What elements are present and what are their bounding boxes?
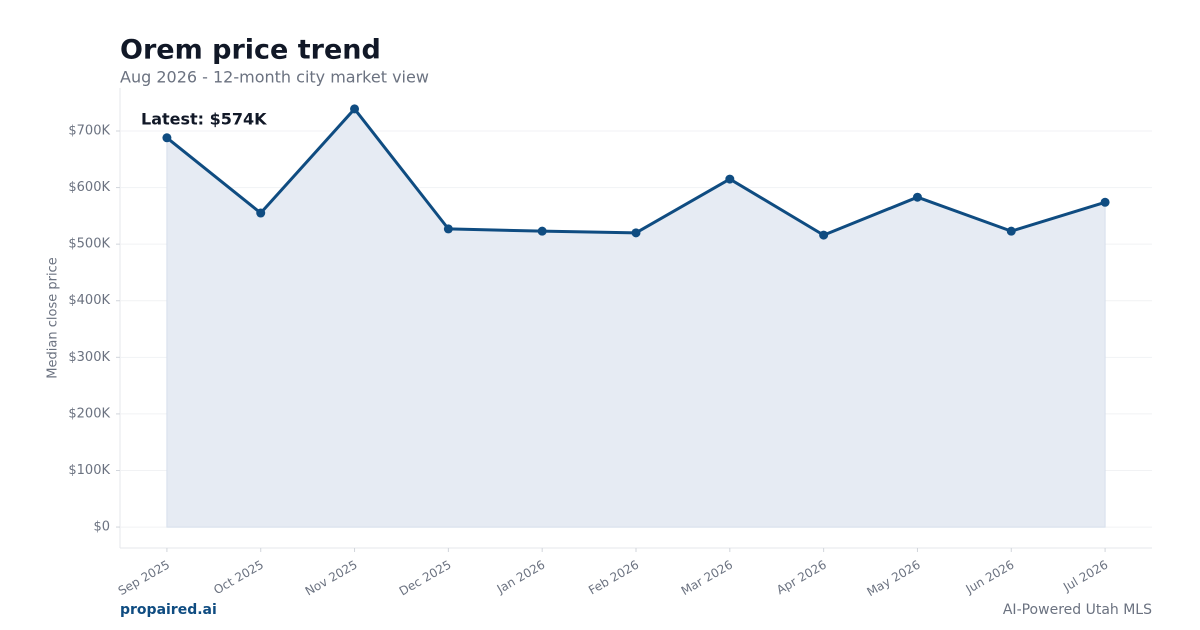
y-axis-label: Median close price: [46, 257, 61, 378]
x-tick-label: May 2026: [864, 558, 922, 600]
point: [537, 226, 547, 236]
x-tick-label: Nov 2025: [303, 558, 360, 599]
point: [162, 133, 172, 143]
point: [350, 104, 360, 114]
point: [631, 228, 641, 238]
point: [443, 224, 453, 234]
y-tick-label: $700K: [68, 124, 110, 139]
x-tick-label: Mar 2026: [679, 558, 735, 599]
tagline: AI-Powered Utah MLS: [1003, 602, 1152, 618]
x-tick-label: Feb 2026: [586, 558, 641, 598]
point: [819, 230, 829, 240]
chart-title: Orem price trend: [120, 35, 381, 66]
y-tick-label: $600K: [68, 180, 110, 195]
point: [1006, 226, 1016, 236]
x-tick-label: Jul 2026: [1060, 558, 1110, 595]
x-tick-label: Apr 2026: [774, 558, 829, 598]
y-tick-label: $300K: [68, 350, 110, 365]
y-tick-label: $100K: [68, 463, 110, 478]
point: [912, 192, 922, 202]
point: [256, 208, 266, 218]
y-tick-label: $0: [93, 520, 110, 535]
x-tick-label: Sep 2025: [116, 558, 172, 599]
point: [1100, 197, 1110, 207]
x-tick-label: Jan 2026: [494, 558, 548, 597]
x-tick-label: Oct 2025: [211, 558, 266, 598]
chart-subtitle: Aug 2026 - 12-month city market view: [120, 68, 429, 87]
y-tick-label: $200K: [68, 406, 110, 421]
brand: propaired.ai: [120, 602, 217, 618]
y-tick-label: $400K: [68, 293, 110, 308]
annotation: Latest: $574K: [141, 110, 267, 129]
area: [166, 108, 1106, 528]
x-tick-label: Jun 2026: [963, 558, 1017, 597]
x-tick-label: Dec 2025: [397, 558, 454, 599]
y-tick-label: $500K: [68, 237, 110, 252]
point: [725, 174, 735, 184]
